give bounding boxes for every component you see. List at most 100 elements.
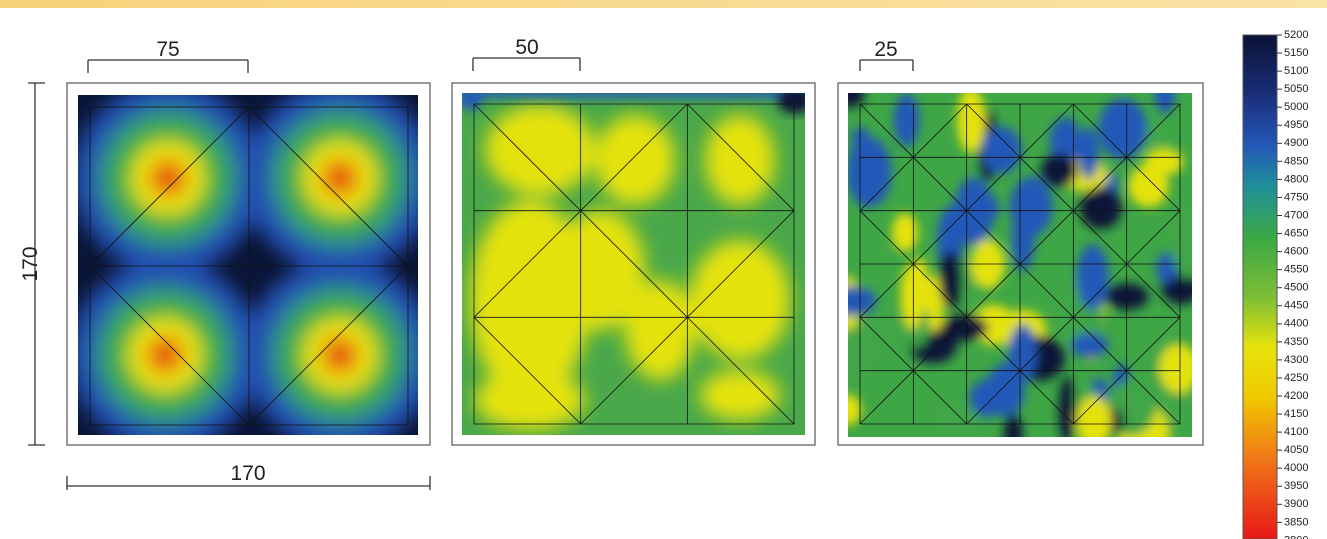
mesh-line	[859, 210, 914, 265]
mesh-line	[1019, 370, 1074, 425]
mesh-line	[473, 210, 581, 318]
blob	[330, 168, 350, 188]
mesh-line	[89, 106, 250, 267]
blob	[1007, 323, 1037, 383]
colorbar-label: 4450	[1284, 300, 1308, 312]
mesh-line	[1019, 103, 1074, 158]
mesh-line	[913, 103, 967, 158]
colorbar-label: 5050	[1284, 83, 1308, 95]
colorbar-label: 4650	[1284, 227, 1308, 239]
blob	[1079, 187, 1122, 230]
mesh-line	[580, 317, 688, 425]
dimension-label: 170	[19, 246, 42, 281]
mesh-line	[966, 370, 1021, 425]
mesh-line	[1019, 263, 1074, 318]
colorbar-label: 5100	[1284, 65, 1308, 77]
mesh-line	[1126, 263, 1181, 318]
colorbar	[1242, 34, 1278, 539]
blobs	[78, 95, 418, 435]
colorbar-label: 4200	[1284, 390, 1308, 402]
mesh-line	[1073, 317, 1127, 371]
colorbar-label: 5150	[1284, 47, 1308, 59]
blob	[330, 345, 350, 365]
blob	[939, 250, 963, 309]
blob	[956, 93, 986, 154]
colorbar-label: 4000	[1284, 462, 1308, 474]
mesh-line	[1126, 103, 1181, 158]
mesh-line	[913, 263, 967, 318]
blob	[868, 318, 918, 341]
dimension-lines	[28, 57, 914, 490]
mesh-line	[1073, 103, 1127, 158]
blob	[940, 314, 989, 341]
mesh-line	[1073, 157, 1127, 211]
colorbar-label: 3950	[1284, 480, 1308, 492]
blob	[1078, 126, 1099, 180]
mesh-line	[1073, 210, 1127, 265]
blob	[981, 126, 1022, 174]
blob	[848, 286, 877, 317]
blob	[848, 93, 865, 108]
mesh-line	[1126, 157, 1181, 211]
mesh-line	[1019, 210, 1074, 265]
mesh-line	[859, 317, 914, 371]
blob	[1154, 93, 1176, 114]
mesh-line	[1126, 210, 1181, 265]
colorbar-ticks: 5200 5150 5100 5050 5000 4950 4900 4850 4800 4750…	[1277, 29, 1308, 539]
colorbar-label: 4800	[1284, 173, 1308, 185]
blob	[953, 177, 994, 246]
blob	[1003, 414, 1023, 437]
mesh-line	[89, 265, 250, 426]
mesh-line	[859, 370, 914, 425]
blob	[155, 345, 175, 365]
mesh-line	[687, 317, 795, 425]
mesh-line	[913, 157, 967, 211]
colorbar-label: 4750	[1284, 191, 1308, 203]
mesh-line	[1019, 317, 1074, 371]
colorbar-label: 4050	[1284, 444, 1308, 456]
mesh	[89, 103, 1181, 426]
colorbar-label: 4550	[1284, 264, 1308, 276]
colorbar-label: 4600	[1284, 246, 1308, 258]
top-band	[0, 0, 1327, 8]
colorbar-label: 4350	[1284, 336, 1308, 348]
blob	[1076, 244, 1109, 311]
colorbar-label: 4150	[1284, 408, 1308, 420]
dimension-label: 170	[230, 462, 265, 485]
mesh-line	[966, 263, 1021, 318]
blob	[158, 168, 178, 188]
blob	[891, 213, 919, 253]
heatmap	[462, 93, 805, 435]
colorbar-label: 4300	[1284, 354, 1308, 366]
mesh-line	[913, 370, 967, 425]
mesh-line	[248, 106, 409, 267]
mesh-line	[1126, 317, 1181, 371]
colorbar-label: 4950	[1284, 119, 1308, 131]
heatmap	[78, 95, 418, 435]
colorbar-label: 4900	[1284, 137, 1308, 149]
blob	[1098, 98, 1148, 160]
mesh-line	[473, 317, 581, 425]
colorbar-label: 3900	[1284, 498, 1308, 510]
mesh-line	[580, 210, 688, 318]
colorbar-label: 4250	[1284, 372, 1308, 384]
blob	[1070, 332, 1109, 358]
blob	[1156, 252, 1177, 284]
mesh-line	[913, 210, 967, 265]
dimension-label: 75	[156, 38, 179, 61]
mesh-line	[1019, 157, 1074, 211]
colorbar-label: 4700	[1284, 209, 1308, 221]
mesh-line	[473, 103, 581, 211]
mesh-line	[687, 103, 795, 211]
mesh-line	[1073, 370, 1127, 425]
mesh-line	[966, 210, 1021, 265]
blob	[1040, 153, 1078, 187]
colorbar-label: 4850	[1284, 155, 1308, 167]
blob	[893, 93, 920, 147]
mesh-line	[1126, 370, 1181, 425]
colorbar-label: 5000	[1284, 101, 1308, 113]
mesh-line	[913, 317, 967, 371]
blob	[929, 405, 982, 437]
